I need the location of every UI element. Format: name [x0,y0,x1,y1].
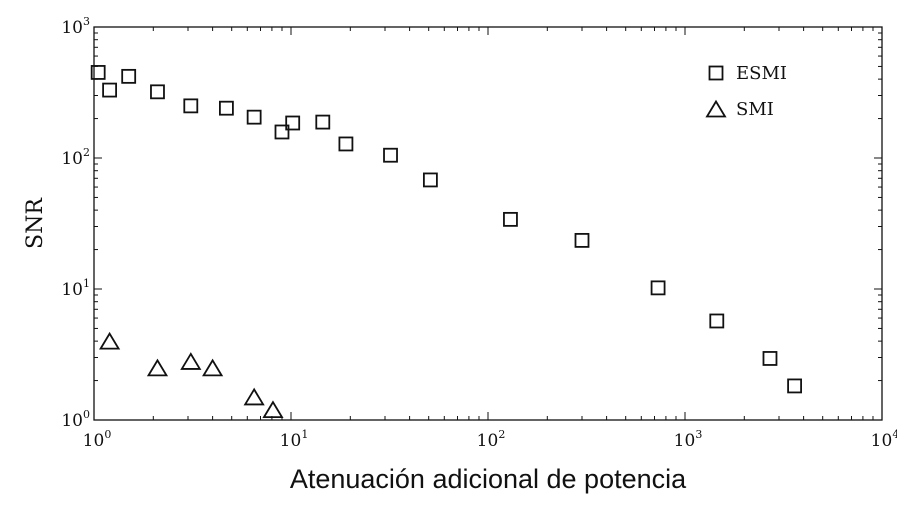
esmi-point [121,68,137,84]
y-tick-label: 103 [61,15,90,38]
x-axis-label: Atenuación adicional de potencia [290,464,687,494]
esmi-point [503,211,518,227]
x-tick-label: 104 [871,428,897,451]
legend-triangle-marker [705,99,727,118]
esmi-point [650,280,666,296]
esmi-point [285,115,301,131]
x-tick-label: 103 [674,428,703,451]
esmi-point [90,65,106,80]
esmi-point [709,313,725,329]
legend-label: ESMI [736,63,787,84]
tick-labels: 100 101 102 103 104 100 101 102 103 [61,15,897,451]
esmi-point [246,109,262,125]
smi-point [262,400,284,419]
esmi-point [383,147,398,163]
x-tick-label: 102 [477,428,506,451]
y-axis-label: SNR [23,197,48,249]
smi-point [243,387,265,406]
esmi-point [422,172,438,188]
y-tick-label: 101 [61,277,90,300]
smi-point [99,331,121,350]
data-points [90,65,802,419]
esmi-point [183,98,199,114]
esmi-point [762,351,778,366]
x-tick-label: 100 [83,428,112,451]
legend-square-marker [708,65,724,81]
legend: ESMI SMI [705,63,787,120]
esmi-point [219,100,234,116]
esmi-point [574,232,590,248]
esmi-point [338,136,354,152]
x-tick-label: 101 [280,428,309,451]
axis-ticks [93,27,882,421]
smi-point [202,358,224,377]
y-tick-label: 100 [61,408,90,431]
esmi-point [787,378,802,394]
smi-point [180,352,202,370]
y-tick-label: 102 [61,146,90,169]
legend-label: SMI [736,99,774,120]
esmi-point [315,114,331,130]
esmi-point [102,82,117,98]
esmi-point [274,124,290,140]
smi-point [146,358,169,377]
esmi-point [150,84,165,100]
